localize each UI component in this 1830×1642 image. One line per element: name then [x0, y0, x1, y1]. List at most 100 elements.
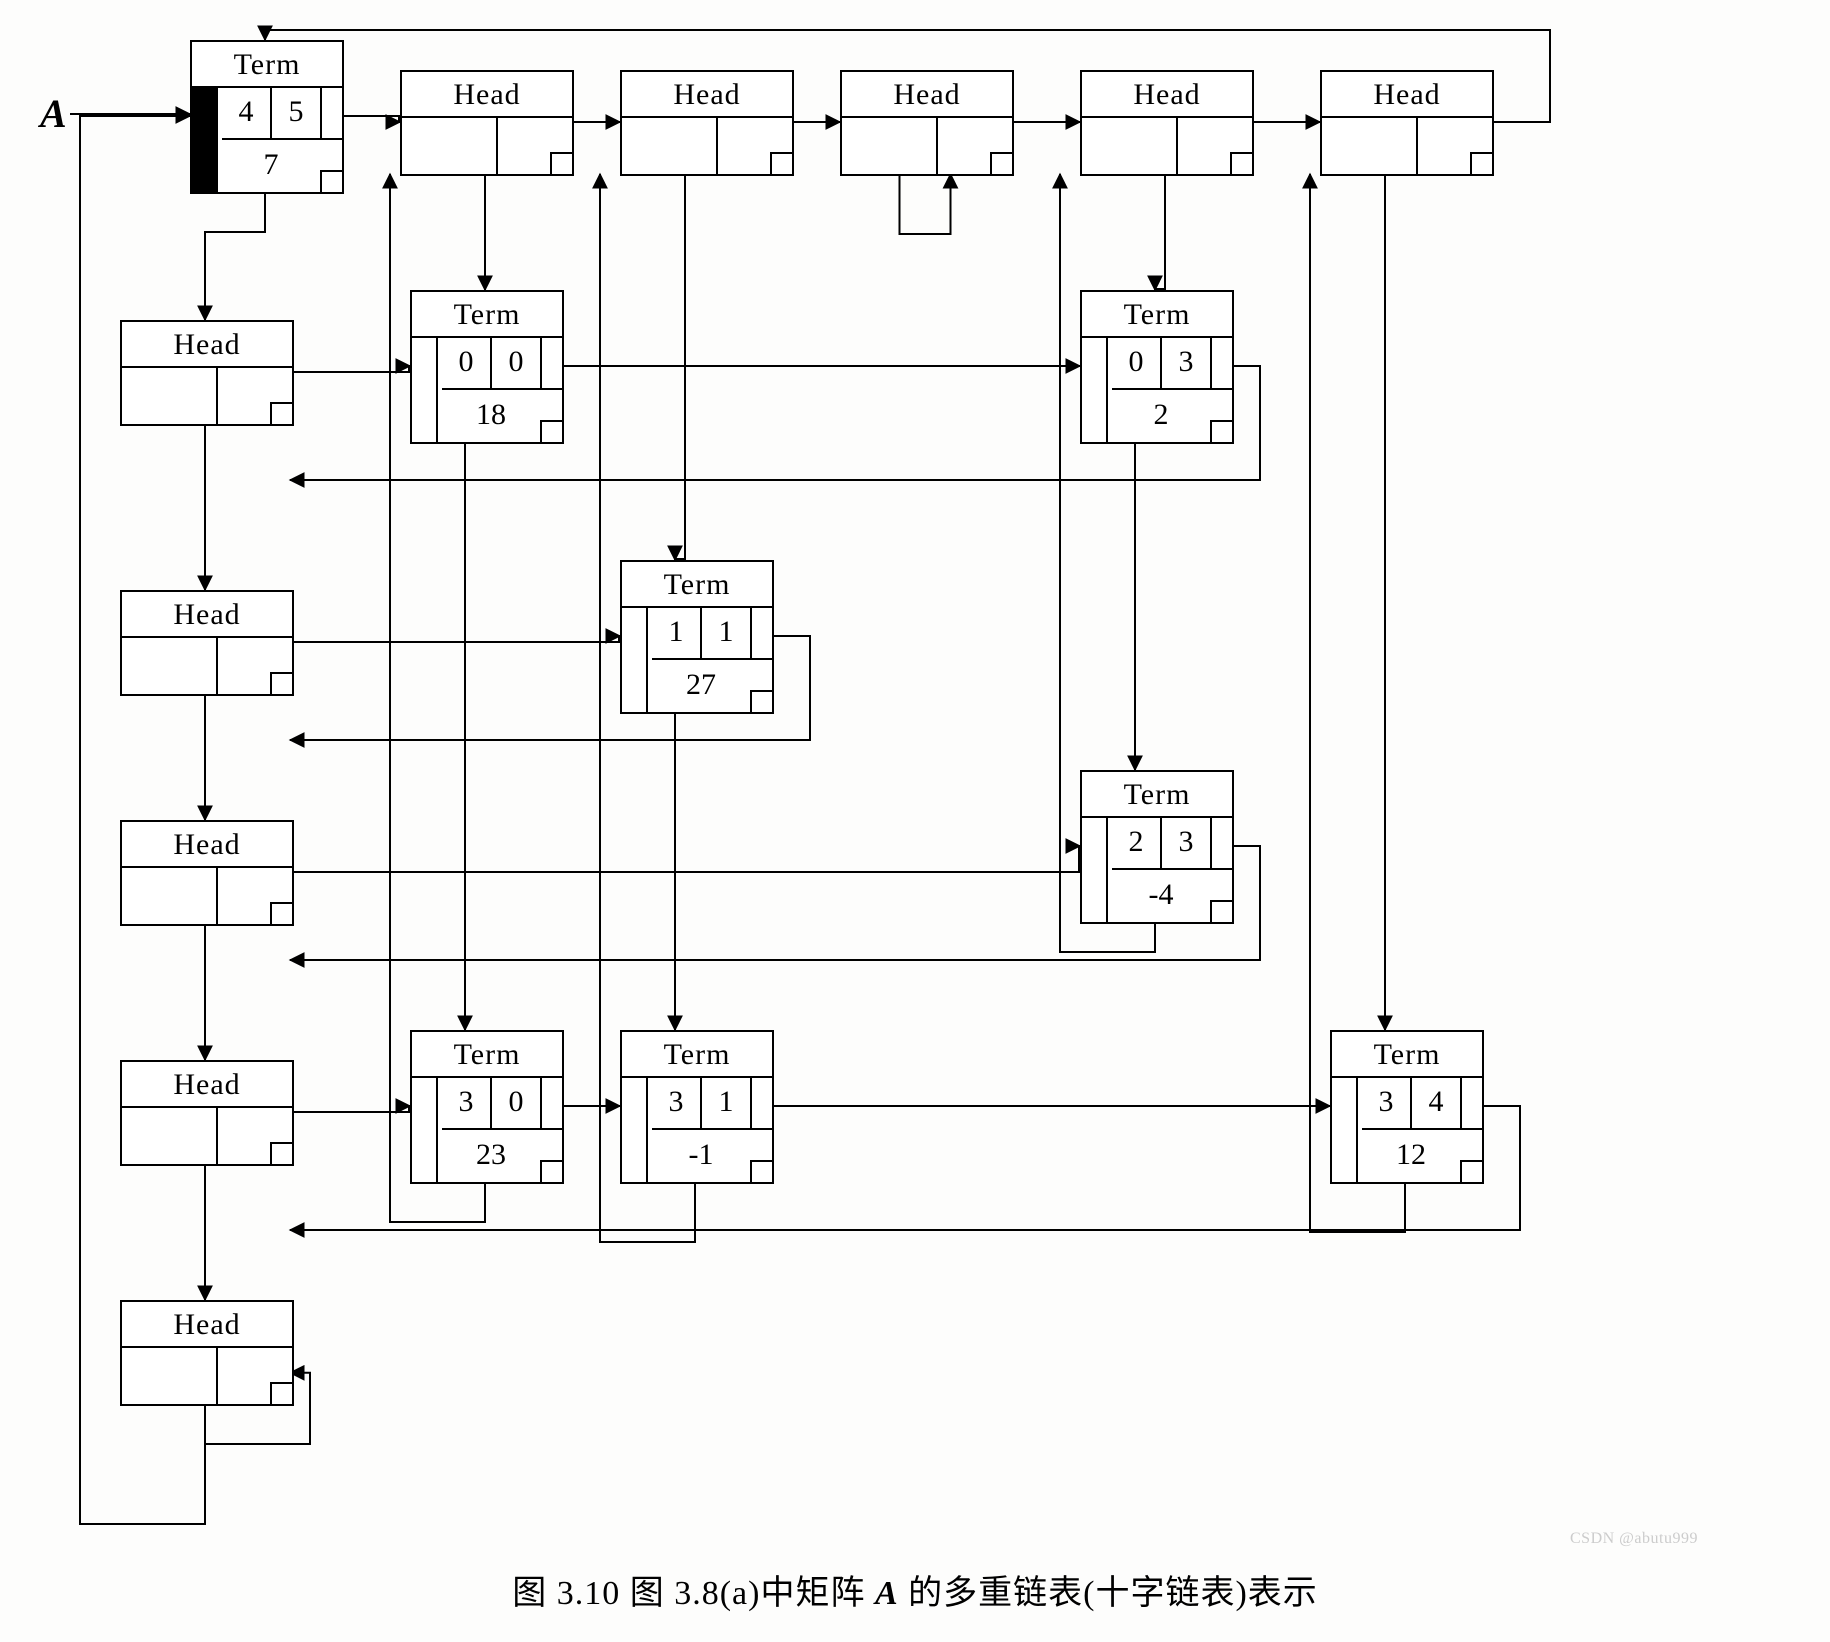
term-rowcol: 00	[442, 338, 540, 390]
term-rightcell	[1210, 818, 1232, 870]
term-rightcell	[1460, 1078, 1482, 1130]
node-body: 1127	[622, 608, 772, 712]
head-down-notch	[1230, 152, 1252, 174]
term-down-notch	[320, 170, 342, 192]
term-tag	[412, 1078, 438, 1182]
term-tag	[1332, 1078, 1358, 1182]
term-down-notch	[540, 420, 562, 442]
edge	[675, 174, 685, 560]
term-node-T11: Term1127	[620, 560, 774, 714]
head-down-notch	[270, 1142, 292, 1164]
term-rowcol: 30	[442, 1078, 540, 1130]
term-col: 4	[1412, 1078, 1460, 1128]
head-node-CH3: Head	[1080, 70, 1254, 176]
figure-caption: 图 3.10 图 3.8(a)中矩阵 A 的多重链表(十字链表)表示	[0, 1565, 1830, 1614]
node-title: Head	[122, 1302, 292, 1348]
head-node-RH0: Head	[120, 320, 294, 426]
term-rightcell	[750, 608, 772, 660]
node-title: Term	[412, 1032, 562, 1078]
node-title: Head	[622, 72, 792, 118]
head-down-notch	[550, 152, 572, 174]
term-rightcell	[540, 1078, 562, 1130]
term-rightcell	[750, 1078, 772, 1130]
term-col: 3	[1162, 818, 1210, 868]
head-left	[842, 118, 938, 174]
diagram-stage: A Term457HeadHeadHeadHeadHeadHeadHeadHea…	[0, 0, 1830, 1642]
term-rowcol: 34	[1362, 1078, 1460, 1130]
term-down-notch	[1210, 420, 1232, 442]
term-col: 5	[272, 88, 320, 138]
term-value: 27	[652, 660, 750, 712]
term-node-T30: Term3023	[410, 1030, 564, 1184]
term-node-T03: Term032	[1080, 290, 1234, 444]
term-row: 2	[1112, 818, 1162, 868]
term-rowcol: 03	[1112, 338, 1210, 390]
term-tag	[412, 338, 438, 442]
node-title: Head	[402, 72, 572, 118]
node-title: Head	[122, 322, 292, 368]
head-left	[122, 368, 218, 424]
term-tag	[192, 88, 218, 192]
term-rowcol: 31	[652, 1078, 750, 1130]
term-col: 0	[492, 338, 540, 388]
term-down-notch	[1460, 1160, 1482, 1182]
watermark: CSDN @abutu999	[1570, 1530, 1698, 1548]
caption-after: 的多重链表(十字链表)表示	[899, 1575, 1318, 1612]
edge	[900, 174, 951, 234]
head-down-notch	[270, 1382, 292, 1404]
term-rightcell	[1210, 338, 1232, 390]
head-down-notch	[770, 152, 792, 174]
term-row: 3	[442, 1078, 492, 1128]
term-node-T34: Term3412	[1330, 1030, 1484, 1184]
edge	[205, 192, 265, 320]
edge	[340, 116, 400, 122]
term-value: 18	[442, 390, 540, 442]
head-node-RH1: Head	[120, 590, 294, 696]
edge	[1155, 174, 1165, 290]
term-node-T00: Term0018	[410, 290, 564, 444]
term-tag	[1082, 338, 1108, 442]
head-left	[402, 118, 498, 174]
term-down-notch	[750, 1160, 772, 1182]
node-title: Head	[122, 1062, 292, 1108]
term-col: 1	[702, 1078, 750, 1128]
head-left	[122, 868, 218, 924]
head-node-CH4: Head	[1320, 70, 1494, 176]
node-body	[1322, 118, 1492, 174]
head-down-notch	[270, 902, 292, 924]
node-title: Term	[192, 42, 342, 88]
term-row: 1	[652, 608, 702, 658]
head-left	[122, 1348, 218, 1404]
node-body	[1082, 118, 1252, 174]
node-body: 3412	[1332, 1078, 1482, 1182]
term-row: 0	[1112, 338, 1162, 388]
term-tag	[1082, 818, 1108, 922]
node-body: 032	[1082, 338, 1232, 442]
term-value: 7	[222, 140, 320, 192]
node-title: Head	[122, 592, 292, 638]
node-title: Term	[1082, 772, 1232, 818]
term-down-notch	[1210, 900, 1232, 922]
edge	[290, 846, 1080, 872]
term-value: 23	[442, 1130, 540, 1182]
head-left	[622, 118, 718, 174]
node-body: 3023	[412, 1078, 562, 1182]
head-node-RH3: Head	[120, 1060, 294, 1166]
node-title: Head	[1322, 72, 1492, 118]
head-down-notch	[990, 152, 1012, 174]
head-down-notch	[1470, 152, 1492, 174]
node-body	[842, 118, 1012, 174]
head-left	[1082, 118, 1178, 174]
head-left	[122, 1108, 218, 1164]
head-down-notch	[270, 402, 292, 424]
node-title: Term	[622, 562, 772, 608]
term-node-A: Term457	[190, 40, 344, 194]
term-tag	[622, 608, 648, 712]
head-left	[122, 638, 218, 694]
term-value: -4	[1112, 870, 1210, 922]
term-value: 12	[1362, 1130, 1460, 1182]
node-body	[122, 1108, 292, 1164]
caption-before: 图 3.10 图 3.8(a)中矩阵	[512, 1575, 875, 1612]
node-body: 31-1	[622, 1078, 772, 1182]
node-title: Head	[122, 822, 292, 868]
